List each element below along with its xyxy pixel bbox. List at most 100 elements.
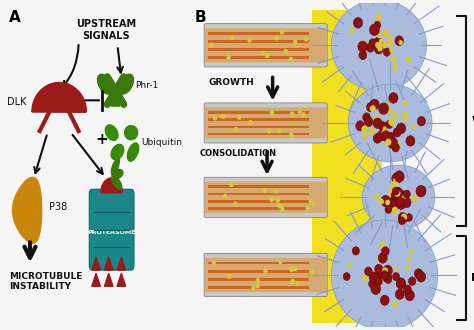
Circle shape [389, 207, 394, 213]
Circle shape [382, 267, 388, 274]
Text: P38: P38 [49, 202, 68, 212]
Circle shape [392, 187, 399, 195]
FancyBboxPatch shape [208, 111, 309, 114]
Circle shape [392, 207, 398, 214]
Circle shape [417, 272, 426, 282]
Circle shape [306, 205, 310, 211]
Circle shape [363, 113, 370, 122]
Circle shape [387, 192, 393, 199]
Ellipse shape [362, 165, 435, 230]
Circle shape [388, 197, 398, 209]
Circle shape [295, 281, 300, 286]
Circle shape [406, 56, 411, 63]
Circle shape [369, 280, 375, 288]
Circle shape [369, 39, 376, 47]
Circle shape [388, 39, 394, 46]
Circle shape [291, 279, 295, 284]
Circle shape [375, 271, 383, 280]
FancyBboxPatch shape [205, 182, 327, 213]
Circle shape [373, 133, 382, 143]
FancyBboxPatch shape [208, 118, 309, 121]
Text: +: + [96, 132, 108, 147]
Circle shape [290, 111, 294, 116]
Circle shape [383, 29, 390, 36]
Circle shape [374, 41, 380, 48]
Circle shape [274, 36, 279, 41]
Circle shape [311, 202, 316, 207]
Ellipse shape [111, 176, 122, 190]
Ellipse shape [331, 0, 427, 91]
Circle shape [392, 273, 400, 281]
Circle shape [223, 194, 228, 199]
Circle shape [369, 272, 379, 283]
Circle shape [406, 214, 412, 221]
Ellipse shape [110, 144, 125, 160]
Circle shape [365, 43, 371, 50]
FancyBboxPatch shape [205, 258, 327, 292]
Circle shape [374, 37, 383, 48]
Polygon shape [32, 82, 86, 112]
Circle shape [373, 118, 382, 128]
Circle shape [390, 117, 396, 124]
Circle shape [394, 171, 404, 182]
Circle shape [417, 116, 426, 126]
Circle shape [394, 190, 401, 197]
Circle shape [409, 249, 413, 254]
Ellipse shape [348, 84, 432, 162]
Circle shape [379, 241, 385, 248]
Circle shape [389, 47, 394, 53]
Circle shape [385, 206, 392, 214]
Circle shape [382, 272, 388, 280]
Ellipse shape [110, 158, 120, 175]
Circle shape [378, 253, 387, 263]
Circle shape [392, 173, 401, 184]
Circle shape [399, 40, 403, 45]
Circle shape [402, 116, 408, 123]
Circle shape [365, 267, 372, 276]
FancyBboxPatch shape [208, 40, 309, 43]
Text: PROTEASOME: PROTEASOME [87, 230, 136, 235]
Circle shape [373, 40, 382, 50]
Circle shape [379, 103, 389, 115]
Circle shape [414, 269, 423, 279]
Polygon shape [117, 257, 126, 270]
Circle shape [298, 109, 302, 114]
Circle shape [386, 107, 393, 115]
FancyBboxPatch shape [208, 262, 309, 264]
FancyBboxPatch shape [208, 32, 309, 35]
Circle shape [401, 214, 407, 221]
Circle shape [369, 24, 379, 36]
Circle shape [353, 17, 363, 28]
Circle shape [393, 187, 402, 197]
Circle shape [377, 255, 383, 261]
Circle shape [375, 42, 381, 48]
Circle shape [377, 32, 382, 38]
Circle shape [392, 143, 400, 152]
Circle shape [277, 128, 282, 133]
Circle shape [365, 117, 373, 127]
Circle shape [406, 136, 415, 146]
Circle shape [361, 125, 368, 133]
Circle shape [392, 190, 400, 199]
Circle shape [237, 115, 242, 120]
Circle shape [391, 191, 401, 202]
Circle shape [390, 120, 395, 127]
Circle shape [382, 270, 387, 276]
Circle shape [383, 48, 391, 56]
Circle shape [366, 102, 374, 112]
Text: WT: WT [471, 115, 474, 128]
Ellipse shape [105, 124, 118, 141]
Circle shape [289, 132, 293, 138]
FancyBboxPatch shape [204, 24, 327, 67]
Circle shape [261, 51, 265, 56]
Circle shape [380, 295, 389, 305]
Circle shape [368, 128, 375, 136]
Circle shape [370, 99, 379, 110]
Circle shape [381, 131, 391, 141]
Polygon shape [117, 273, 126, 286]
Text: GROWTH: GROWTH [208, 78, 254, 87]
Circle shape [379, 122, 387, 132]
Text: A: A [9, 10, 20, 25]
Circle shape [283, 49, 288, 54]
Circle shape [383, 265, 392, 276]
